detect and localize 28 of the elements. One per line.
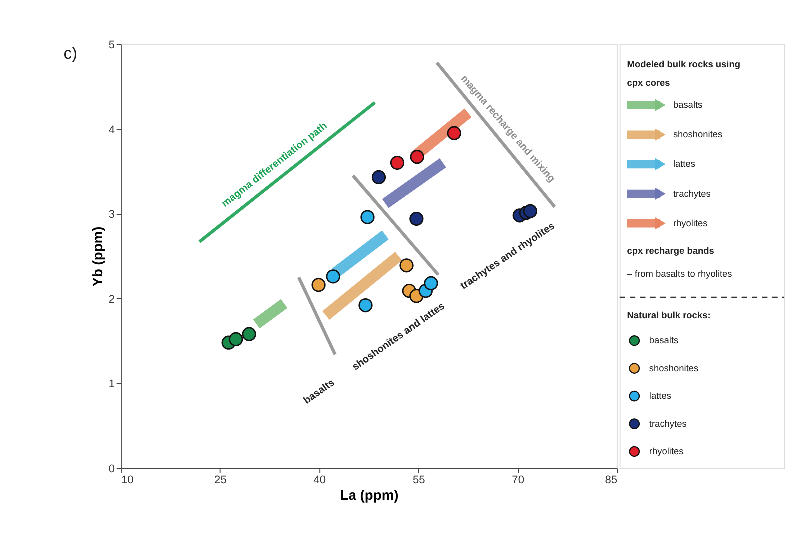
x-tick-label: 70 xyxy=(512,474,525,487)
legend-label: rhyolites xyxy=(673,218,708,228)
text: Natural bulk rocks: xyxy=(627,310,711,321)
legend-label: shoshonites xyxy=(649,363,700,374)
y-tick-label: 2 xyxy=(108,294,116,306)
legend-label: trachytes xyxy=(673,188,712,199)
text: – from basalts to rhyolites xyxy=(627,269,733,280)
y-tick-label: 0 xyxy=(108,464,116,476)
legend-label: shoshonites xyxy=(673,130,724,140)
x-tick-label: 85 xyxy=(605,474,618,487)
y-tick-label: 5 xyxy=(108,39,116,52)
legend-label: trachytes xyxy=(649,418,688,429)
x-tick-label: 40 xyxy=(314,474,326,487)
x-tick-label: 10 xyxy=(121,474,134,487)
chart-title: c) xyxy=(64,44,78,64)
x-tick-label: 25 xyxy=(214,474,227,487)
legend-label: lattes xyxy=(649,391,672,402)
y-tick-label: 1 xyxy=(108,378,116,391)
y-tick-label: 4 xyxy=(108,124,116,136)
y-axis-title: Yb (ppm) xyxy=(89,226,106,287)
y-tick-label: 3 xyxy=(108,209,116,222)
legend-label: lattes xyxy=(673,159,696,170)
legend-label: rhyolites xyxy=(649,446,684,456)
legend-label: basalts xyxy=(649,336,680,346)
x-axis-title: La (ppm) xyxy=(340,487,399,504)
legend-label: basalts xyxy=(673,100,704,110)
text: cpx recharge bands xyxy=(627,246,714,256)
x-tick-label: 55 xyxy=(412,474,426,487)
